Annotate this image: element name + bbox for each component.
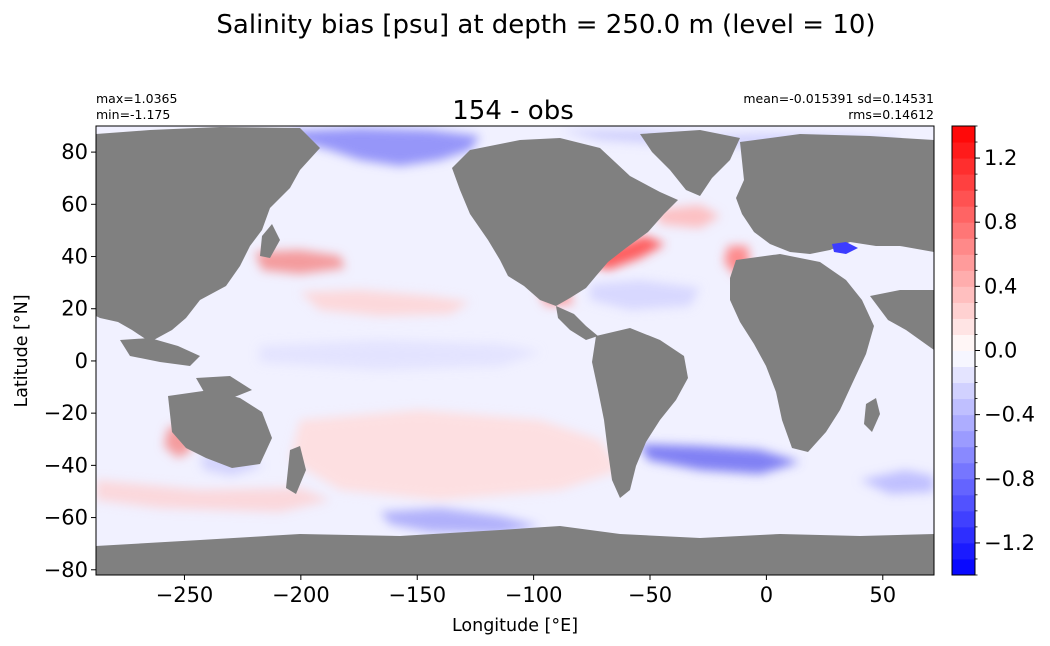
colorbar-step bbox=[952, 542, 975, 560]
colorbar-step bbox=[952, 222, 975, 239]
colorbar-step bbox=[952, 302, 975, 319]
colorbar-step bbox=[952, 398, 975, 416]
colorbar-ticks: 1.2 0.8 0.4 0.0 −0.4 −0.8 −1.2 bbox=[975, 125, 1035, 576]
land-australia bbox=[168, 390, 272, 468]
x-tick-label: 50 bbox=[869, 583, 896, 607]
y-tick-label: −40 bbox=[44, 453, 88, 477]
colorbar-step bbox=[952, 174, 975, 191]
y-tick-label: −60 bbox=[44, 506, 88, 530]
bias-north-atlantic bbox=[655, 205, 720, 228]
colorbar-step bbox=[952, 126, 975, 143]
colorbar-step bbox=[952, 350, 975, 368]
colorbar-step bbox=[952, 414, 975, 432]
colorbar-step bbox=[952, 270, 975, 287]
colorbar-step bbox=[952, 430, 975, 448]
caspian-sea bbox=[832, 242, 858, 254]
y-tick-label: −80 bbox=[44, 558, 88, 582]
colorbar-step bbox=[952, 446, 975, 464]
bias-kuroshio bbox=[255, 250, 345, 274]
colorbar-steps bbox=[952, 126, 975, 576]
colorbar-tick-label: 1.2 bbox=[984, 146, 1017, 170]
y-tick-label: 20 bbox=[61, 297, 88, 321]
colorbar-step bbox=[952, 334, 975, 351]
colorbar-step bbox=[952, 142, 975, 159]
bias-indian-south bbox=[860, 470, 934, 494]
x-tick-label: −200 bbox=[272, 583, 330, 607]
stat-max: max=1.0365 bbox=[96, 91, 177, 106]
colorbar-tick-label: 0.8 bbox=[984, 210, 1017, 234]
bias-arctic bbox=[290, 128, 480, 166]
colorbar-step bbox=[952, 206, 975, 223]
colorbar-tick-label: −0.8 bbox=[984, 467, 1035, 491]
colorbar-step bbox=[952, 494, 975, 512]
bias-southern-ocean-pacific bbox=[380, 508, 540, 534]
colorbar-tick-label: 0.4 bbox=[984, 274, 1017, 298]
land-madagascar bbox=[864, 398, 880, 432]
colorbar: 1.2 0.8 0.4 0.0 −0.4 −0.8 −1.2 bbox=[951, 125, 1035, 576]
x-tick-label: −250 bbox=[156, 583, 214, 607]
colorbar-step bbox=[952, 190, 975, 207]
colorbar-tick-label: −0.4 bbox=[984, 403, 1035, 427]
colorbar-step bbox=[952, 478, 975, 496]
land-greenland bbox=[640, 130, 740, 196]
y-tick-label: 60 bbox=[61, 192, 88, 216]
y-tick-label: 0 bbox=[75, 349, 88, 373]
land-masses bbox=[96, 127, 934, 575]
colorbar-step bbox=[952, 558, 975, 576]
bias-southern-ocean-warm bbox=[96, 480, 330, 512]
bias-south-pacific-warm bbox=[290, 410, 620, 500]
map-plot bbox=[96, 126, 934, 575]
colorbar-tick-label: 0.0 bbox=[984, 339, 1017, 363]
land-north-america bbox=[452, 138, 678, 306]
colorbar-step bbox=[952, 318, 975, 335]
bias-north-atlantic-gyre bbox=[590, 280, 700, 310]
y-axis-ticks: 80 60 40 20 0 −20 −40 −60 −80 bbox=[44, 140, 96, 582]
y-tick-label: 80 bbox=[61, 140, 88, 164]
land-india-arabia bbox=[870, 290, 934, 350]
x-tick-label: −100 bbox=[505, 583, 563, 607]
plot-title: 154 - obs bbox=[452, 96, 574, 126]
colorbar-step bbox=[952, 158, 975, 175]
land-asia bbox=[96, 127, 320, 342]
x-tick-label: −50 bbox=[628, 583, 672, 607]
colorbar-step bbox=[952, 286, 975, 303]
bias-south-atlantic bbox=[640, 444, 800, 474]
colorbar-step bbox=[952, 526, 975, 544]
colorbar-tick-label: −1.2 bbox=[984, 531, 1035, 555]
x-tick-label: 0 bbox=[760, 583, 773, 607]
map-frame bbox=[95, 125, 935, 576]
x-tick-label: −150 bbox=[388, 583, 446, 607]
suptitle: Salinity bias [psu] at depth = 250.0 m (… bbox=[216, 10, 875, 40]
colorbar-step bbox=[952, 462, 975, 480]
bias-equatorial-pacific bbox=[260, 340, 540, 370]
land-central-america bbox=[556, 306, 598, 340]
y-tick-label: −20 bbox=[44, 401, 88, 425]
colorbar-step bbox=[952, 238, 975, 255]
colorbar-step bbox=[952, 254, 975, 271]
land-europe bbox=[736, 134, 934, 254]
stat-min: min=-1.175 bbox=[96, 107, 170, 122]
x-axis-ticks: −250 −200 −150 −100 −50 0 50 bbox=[156, 575, 896, 607]
land-south-america bbox=[592, 328, 688, 498]
colorbar-step bbox=[952, 510, 975, 528]
land-japan bbox=[260, 224, 280, 258]
y-axis-label: Latitude [°N] bbox=[12, 294, 32, 407]
colorbar-step bbox=[952, 382, 975, 400]
colorbar-step bbox=[952, 366, 975, 384]
x-axis-label: Longitude [°E] bbox=[452, 616, 578, 636]
bias-north-pacific bbox=[300, 290, 470, 316]
y-tick-label: 40 bbox=[61, 245, 88, 269]
land-antarctica bbox=[96, 526, 934, 575]
land-new-zealand bbox=[286, 446, 306, 494]
stat-rms: rms=0.14612 bbox=[848, 107, 934, 122]
land-africa bbox=[730, 254, 874, 452]
stat-mean-sd: mean=-0.015391 sd=0.14531 bbox=[743, 91, 934, 106]
land-indonesia bbox=[120, 338, 200, 366]
